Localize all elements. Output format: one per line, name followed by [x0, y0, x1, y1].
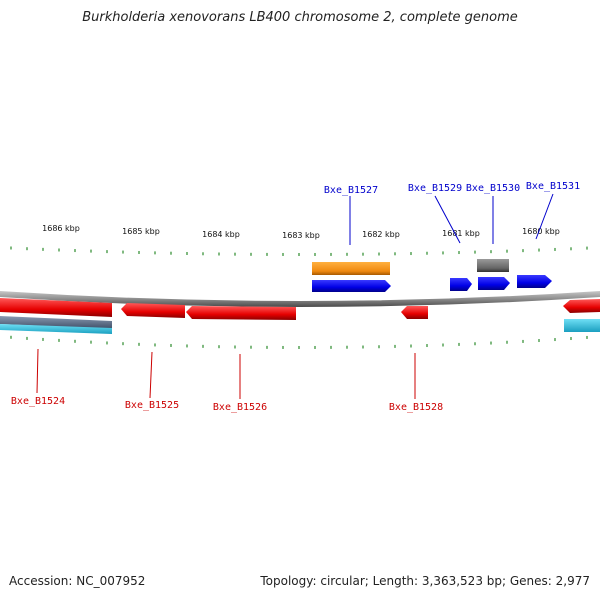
reverse-gene-labels: Bxe_B1524 Bxe_B1525 Bxe_B1526 Bxe_B1528 — [11, 396, 443, 413]
orange-feature[interactable] — [312, 262, 390, 275]
forward-gene-labels: Bxe_B1527 Bxe_B1529 Bxe_B1530 Bxe_B1531 — [324, 181, 580, 196]
kbp-label: 1682 kbp — [362, 230, 400, 239]
gene-arrow-bxe-b1526[interactable] — [186, 306, 296, 320]
genome-summary-text: Topology: circular; Length: 3,363,523 bp… — [260, 574, 590, 588]
map-title: Burkholderia xenovorans LB400 chromosome… — [82, 10, 518, 25]
gene-arrow-bxe-b1528[interactable] — [401, 306, 428, 319]
teal-track-right — [564, 319, 600, 332]
kbp-label: 1680 kbp — [522, 227, 560, 236]
forward-strand-features — [312, 259, 552, 292]
gene-arrow-bxe-b1527[interactable] — [312, 280, 391, 292]
gene-arrow-right-edge[interactable] — [563, 299, 600, 313]
leader-line — [434, 195, 461, 244]
reverse-strand-features — [0, 298, 600, 334]
gene-label-bxe-b1530[interactable]: Bxe_B1530 — [466, 183, 520, 194]
kbp-label: 1684 kbp — [202, 230, 240, 239]
genome-backbone — [0, 291, 600, 307]
kbp-label: 1686 kbp — [42, 224, 80, 233]
leader-line — [36, 348, 39, 394]
gene-arrow-bxe-b1529[interactable] — [450, 278, 472, 291]
gene-arrow-bxe-b1525[interactable] — [121, 303, 185, 318]
kbp-label: 1683 kbp — [282, 231, 320, 240]
slate-track — [0, 316, 112, 329]
gene-label-bxe-b1527[interactable]: Bxe_B1527 — [324, 185, 378, 196]
gene-label-bxe-b1528[interactable]: Bxe_B1528 — [389, 402, 443, 413]
kbp-label: 1681 kbp — [442, 229, 480, 238]
reverse-leader-lines — [36, 348, 416, 399]
gene-label-bxe-b1529[interactable]: Bxe_B1529 — [408, 183, 462, 194]
gene-label-bxe-b1525[interactable]: Bxe_B1525 — [125, 400, 179, 411]
gene-arrow-bxe-b1524[interactable] — [0, 298, 112, 317]
gene-arrow-bxe-b1530[interactable] — [478, 277, 510, 290]
scale-labels: 1686 kbp 1685 kbp 1684 kbp 1683 kbp 1682… — [42, 224, 560, 240]
forward-leader-lines — [349, 193, 554, 245]
leader-line — [149, 351, 153, 399]
kbp-label: 1685 kbp — [122, 227, 160, 236]
gray-feature[interactable] — [477, 259, 509, 272]
gene-label-bxe-b1524[interactable]: Bxe_B1524 — [11, 396, 65, 407]
leader-line — [535, 193, 554, 240]
gene-arrow-bxe-b1531[interactable] — [517, 275, 552, 288]
scale-ticks-top — [10, 246, 588, 256]
scale-ticks-bottom — [10, 335, 588, 349]
gene-label-bxe-b1531[interactable]: Bxe_B1531 — [526, 181, 580, 192]
gene-label-bxe-b1526[interactable]: Bxe_B1526 — [213, 402, 267, 413]
teal-track — [0, 324, 112, 334]
accession-text: Accession: NC_007952 — [9, 574, 146, 588]
